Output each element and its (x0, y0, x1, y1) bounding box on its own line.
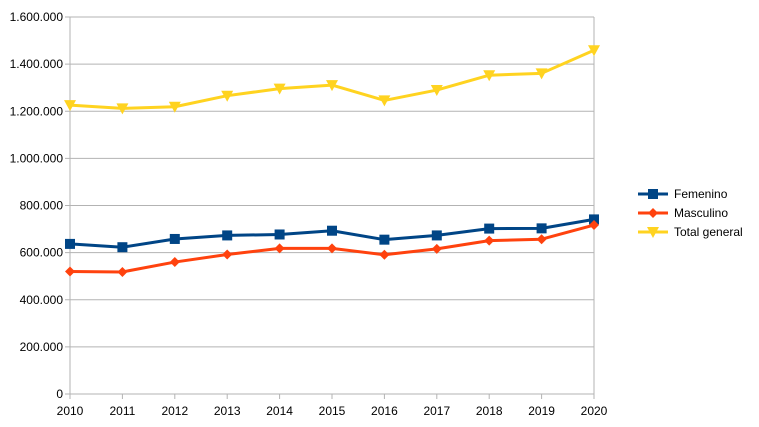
data-point-masculino (431, 243, 442, 254)
legend-item-total-general: Total general (638, 225, 743, 239)
y-tick-label: 1.200.000 (10, 104, 64, 118)
y-tick-label: 600.000 (20, 246, 64, 260)
x-tick-label: 2010 (57, 404, 84, 418)
gridlines (70, 16, 594, 395)
x-tick-label: 2015 (319, 404, 346, 418)
axes (65, 16, 595, 399)
x-tick-label: 2019 (528, 404, 555, 418)
data-point-masculino (117, 266, 128, 277)
x-tick-labels: 2010 2011 2012 2013 2014 2015 2016 2017 2018 2019… (57, 404, 608, 418)
data-point-femenino (327, 225, 337, 236)
series-femenino (65, 214, 599, 253)
x-tick-label: 2011 (109, 404, 135, 418)
data-point-femenino (274, 229, 285, 240)
data-point-total-general (326, 80, 338, 92)
y-tick-label: 0 (56, 387, 63, 401)
data-point-total-general (535, 68, 548, 80)
data-point-total-general (168, 101, 181, 113)
y-tick-labels: 0 200.000 400.000 600.000 800.000 1.000.000 1.… (10, 10, 64, 401)
data-point-femenino (222, 230, 233, 241)
data-point-femenino (117, 242, 128, 253)
data-point-masculino (589, 220, 599, 231)
data-point-total-general (64, 100, 76, 112)
x-tick-label: 2014 (266, 404, 293, 418)
y-tick-label: 1.400.000 (10, 57, 64, 71)
x-tick-label: 2016 (371, 404, 398, 418)
data-point-total-general (588, 45, 600, 57)
y-tick-label: 800.000 (20, 199, 64, 213)
data-point-femenino (379, 234, 390, 245)
data-point-total-general (430, 85, 443, 97)
data-point-femenino (431, 230, 442, 241)
y-tick-label: 400.000 (20, 293, 64, 307)
data-point-femenino (484, 223, 495, 234)
x-tick-label: 2017 (423, 404, 450, 418)
legend-swatch-marker (648, 208, 658, 218)
data-point-masculino (327, 243, 337, 254)
data-point-femenino (169, 233, 180, 244)
legend-label: Masculino (674, 206, 728, 220)
series-total-general (64, 45, 600, 115)
legend-swatch-marker (648, 189, 658, 199)
x-tick-label: 2018 (476, 404, 503, 418)
data-point-femenino (536, 223, 547, 234)
data-point-masculino (484, 235, 495, 246)
data-point-masculino (222, 249, 233, 260)
x-tick-label: 2020 (581, 404, 608, 418)
data-point-masculino (274, 243, 285, 254)
legend: Femenino Masculino Total general (638, 187, 743, 239)
legend-swatch-marker (647, 227, 659, 238)
data-point-masculino (65, 266, 75, 277)
data-point-total-general (273, 83, 286, 95)
legend-label: Total general (674, 225, 743, 239)
series-group (64, 45, 600, 277)
series-masculino (65, 220, 599, 277)
series-line-total-general (68, 48, 596, 110)
legend-item-masculino: Masculino (638, 206, 728, 220)
legend-item-femenino: Femenino (638, 187, 728, 201)
data-point-total-general (116, 103, 129, 115)
y-tick-label: 1.000.000 (10, 151, 64, 165)
data-point-total-general (221, 90, 234, 102)
data-point-masculino (169, 257, 180, 268)
x-tick-label: 2012 (161, 404, 188, 418)
data-point-femenino (65, 238, 75, 249)
data-point-total-general (483, 70, 496, 82)
x-tick-label: 2013 (214, 404, 241, 418)
y-tick-label: 200.000 (20, 340, 64, 354)
data-point-femenino (589, 214, 599, 225)
data-point-total-general (378, 95, 391, 107)
legend-label: Femenino (674, 187, 728, 201)
data-point-masculino (379, 249, 390, 260)
y-tick-label: 1.600.000 (10, 10, 64, 24)
data-point-masculino (536, 234, 547, 245)
